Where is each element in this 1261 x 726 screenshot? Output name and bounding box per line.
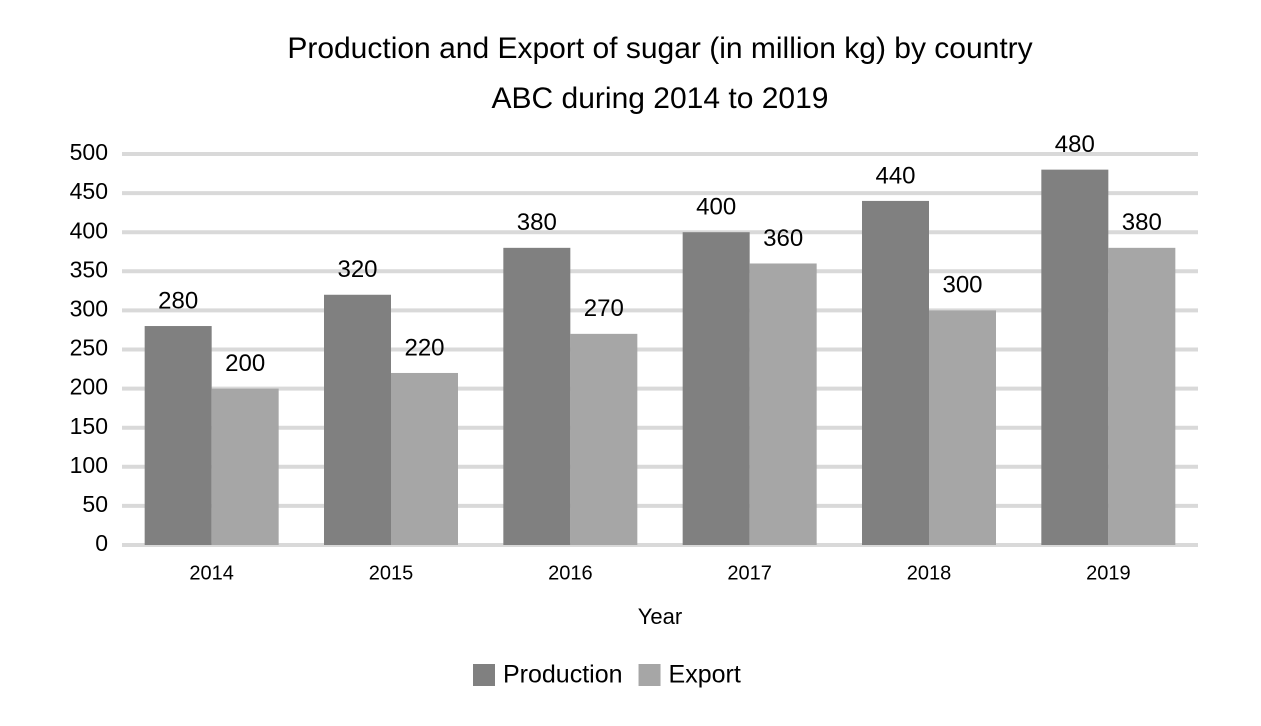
bar xyxy=(1041,169,1109,545)
y-tick-label: 400 xyxy=(70,217,108,243)
legend-label: Production xyxy=(503,661,623,689)
value-label: 280 xyxy=(158,287,198,314)
value-label: 320 xyxy=(337,256,377,283)
value-label: 220 xyxy=(404,334,444,361)
legend-swatch xyxy=(473,664,495,686)
bar xyxy=(862,200,929,546)
y-tick-label: 200 xyxy=(70,374,108,400)
y-tick-label: 250 xyxy=(70,335,108,361)
y-tick-label: 500 xyxy=(70,139,108,165)
value-label: 380 xyxy=(517,209,557,236)
value-label: 440 xyxy=(875,162,915,189)
value-label: 380 xyxy=(1122,209,1162,236)
x-tick-label: 2017 xyxy=(727,562,772,584)
bar xyxy=(749,263,817,545)
bar xyxy=(503,247,571,545)
bar xyxy=(144,326,212,545)
y-tick-label: 0 xyxy=(95,530,108,556)
x-axis-label: Year xyxy=(638,604,682,629)
bar xyxy=(211,388,279,545)
y-tick-label: 150 xyxy=(70,413,108,439)
bar xyxy=(682,232,750,545)
bar xyxy=(929,310,996,545)
value-label: 480 xyxy=(1055,131,1095,158)
y-tick-label: 300 xyxy=(70,295,108,321)
value-label: 360 xyxy=(763,225,803,252)
bar xyxy=(1108,247,1176,545)
x-tick-label: 2014 xyxy=(189,562,234,584)
y-tick-label: 350 xyxy=(70,256,108,282)
legend-label: Export xyxy=(669,661,741,689)
value-label: 300 xyxy=(942,272,982,299)
y-tick-label: 450 xyxy=(70,178,108,204)
x-tick-label: 2015 xyxy=(369,562,414,584)
bar xyxy=(391,372,458,545)
bar xyxy=(324,294,391,545)
legend-swatch xyxy=(638,664,661,686)
bar xyxy=(570,333,638,545)
y-tick-label: 50 xyxy=(82,491,108,517)
value-label: 270 xyxy=(584,295,624,322)
chart-title: Production and Export of sugar (in milli… xyxy=(287,32,1032,65)
y-tick-label: 100 xyxy=(70,452,108,478)
x-tick-label: 2016 xyxy=(548,562,593,584)
x-tick-label: 2018 xyxy=(907,562,952,584)
value-label: 400 xyxy=(696,194,736,221)
x-tick-label: 2019 xyxy=(1086,562,1131,584)
chart-title: ABC during 2014 to 2019 xyxy=(492,82,829,115)
value-label: 200 xyxy=(225,350,265,377)
